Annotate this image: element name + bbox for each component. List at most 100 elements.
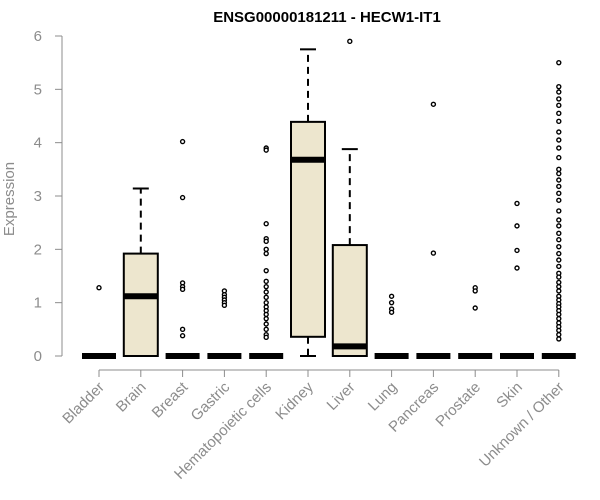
y-axis-label: Expression	[1, 162, 18, 236]
outlier-point	[472, 305, 478, 311]
box-group	[500, 200, 534, 359]
outlier-point	[472, 288, 478, 294]
outlier-point	[388, 299, 395, 306]
outlier-point	[263, 250, 269, 257]
iqr-box	[331, 244, 368, 357]
outlier-point	[556, 102, 562, 109]
outlier-point	[263, 311, 269, 318]
outlier-point	[263, 238, 269, 245]
outlier-point	[556, 311, 562, 318]
chart-title: ENSG00000181211 - HECW1-IT1	[213, 9, 441, 26]
outlier-point	[556, 166, 562, 173]
outlier-point	[556, 137, 562, 143]
outlier-point	[179, 326, 186, 333]
outlier-point	[263, 294, 269, 301]
box-group	[122, 187, 159, 358]
outlier-point	[556, 170, 562, 177]
outlier-point	[556, 327, 562, 334]
box-group	[458, 285, 493, 359]
y-tick-label: 1	[34, 295, 42, 312]
y-tick-label: 3	[34, 188, 42, 205]
outlier-point	[556, 331, 562, 338]
outlier-point	[179, 194, 186, 201]
outlier-point	[556, 223, 562, 229]
box-group	[541, 59, 576, 359]
x-tick-label: Prostate	[432, 379, 484, 431]
boxes-layer	[82, 38, 576, 359]
outlier-point	[556, 288, 562, 294]
y-tick-label: 5	[34, 81, 42, 98]
outlier-point	[263, 289, 269, 295]
x-tick-label: Skin	[493, 379, 526, 412]
outlier-point	[514, 247, 520, 254]
outlier-point	[556, 217, 562, 223]
iqr-box	[290, 120, 326, 338]
outlier-point	[263, 246, 269, 253]
outlier-point	[556, 315, 562, 322]
outlier-point	[556, 110, 562, 117]
iqr-box	[122, 252, 159, 358]
outlier-point	[96, 285, 102, 291]
outlier-point	[556, 83, 562, 90]
x-tick-label: Kidney	[272, 378, 317, 423]
box-group	[207, 288, 242, 359]
outlier-point	[179, 286, 186, 293]
box-group	[374, 293, 409, 359]
outlier-point	[556, 59, 562, 66]
outlier-point	[556, 274, 562, 280]
outlier-point	[263, 334, 269, 341]
outlier-point	[556, 129, 562, 135]
outlier-point	[556, 208, 562, 214]
outlier-point	[430, 101, 437, 107]
y-tick-label: 4	[34, 135, 42, 152]
x-tick-label: Breast	[149, 378, 192, 421]
box-group	[165, 138, 200, 359]
outlier-point	[514, 265, 520, 271]
outlier-point	[556, 177, 562, 183]
outlier-point	[556, 145, 562, 151]
y-axis: 0 1 2 3 4 5 6	[34, 28, 63, 365]
box-group	[249, 145, 284, 359]
outlier-point	[556, 336, 562, 342]
outlier-point	[263, 221, 269, 227]
y-tick-label: 2	[34, 241, 42, 258]
outlier-point	[221, 302, 228, 309]
outlier-point	[556, 197, 562, 203]
outlier-point	[556, 154, 562, 161]
outlier-point	[263, 278, 269, 285]
outlier-point	[556, 96, 562, 102]
x-tick-label: Liver	[324, 379, 359, 414]
outlier-point	[263, 267, 269, 274]
outlier-point	[556, 250, 562, 257]
outlier-point	[556, 89, 562, 95]
outlier-point	[263, 326, 269, 333]
outlier-point	[556, 230, 562, 237]
box-group	[82, 285, 116, 359]
outlier-point	[556, 183, 562, 190]
outlier-point	[263, 321, 269, 327]
outlier-point	[179, 138, 186, 145]
outlier-point	[556, 279, 562, 286]
outlier-point	[556, 190, 562, 197]
outlier-point	[263, 283, 269, 290]
outlier-point	[556, 243, 562, 250]
box-group	[331, 38, 368, 357]
outlier-point	[514, 200, 520, 207]
outlier-point	[556, 263, 562, 270]
x-tick-label: Lung	[365, 379, 401, 415]
outlier-point	[556, 283, 562, 290]
outlier-point	[347, 38, 353, 45]
x-tick-label: Brain	[113, 379, 150, 416]
y-tick-label: 6	[34, 28, 42, 45]
outlier-point	[179, 333, 186, 339]
outlier-point	[263, 147, 269, 153]
box-group	[290, 48, 326, 357]
y-tick-label: 0	[34, 348, 42, 365]
outlier-point	[263, 299, 269, 306]
outlier-point	[556, 257, 562, 263]
box-group	[416, 101, 451, 359]
outlier-point	[388, 293, 395, 299]
x-tick-label: Bladder	[59, 379, 108, 428]
